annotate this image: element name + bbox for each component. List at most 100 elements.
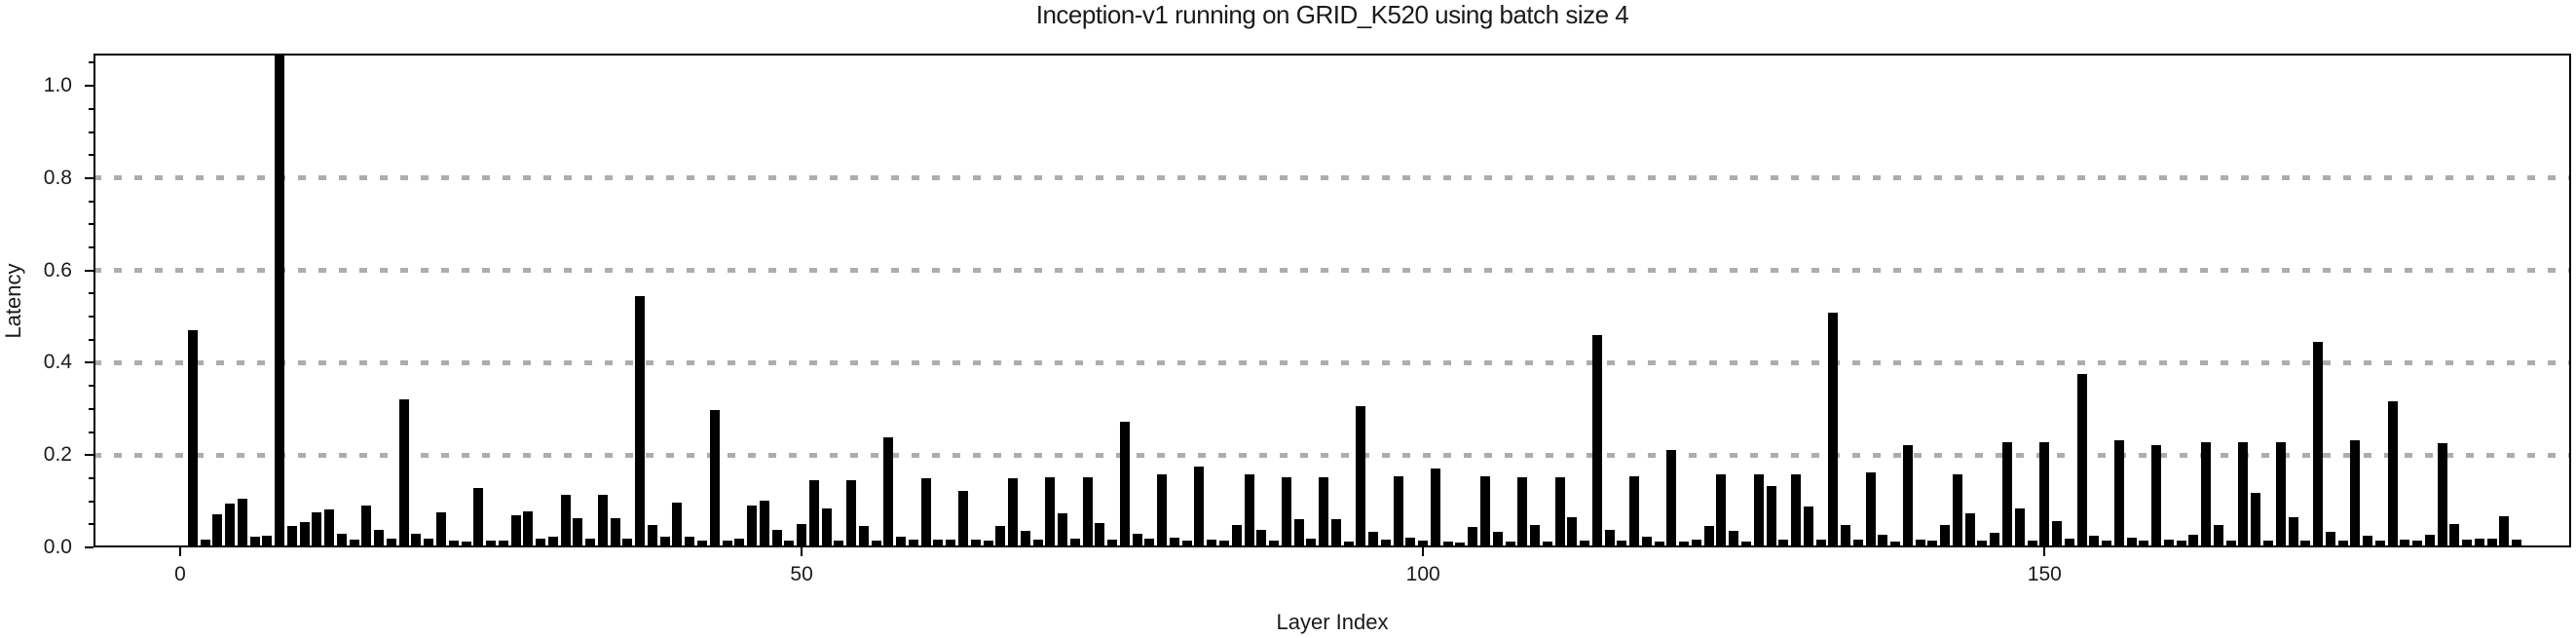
- bar-layer-81: [1181, 540, 1192, 547]
- bar-layer-104: [1468, 526, 1478, 547]
- x-tick-label-100: 100: [1405, 563, 1440, 585]
- bar-layer-108: [1517, 477, 1528, 547]
- x-tick-0: [179, 547, 181, 556]
- bar-layer-172: [2313, 342, 2324, 547]
- bar-layer-158: [2139, 541, 2149, 547]
- bar-layer-157: [2126, 538, 2137, 547]
- x-axis-title: Layer Index: [1276, 610, 1389, 634]
- gridline-y-0.8: [93, 175, 2571, 181]
- bar-layer-93: [1330, 518, 1341, 547]
- bar-layer-178: [2387, 401, 2398, 547]
- bar-layer-33: [585, 538, 596, 547]
- bar-layer-116: [1617, 541, 1627, 547]
- bar-layer-118: [1641, 536, 1652, 547]
- bar-layer-188: [2512, 540, 2522, 547]
- y-minor-tick: [89, 338, 93, 341]
- x-tick-label-150: 150: [2027, 563, 2062, 585]
- bar-layer-180: [2412, 541, 2423, 547]
- bar-layer-35: [610, 517, 620, 547]
- bar-layer-14: [349, 540, 359, 547]
- y-tick-0.6: [85, 269, 93, 272]
- bar-layer-141: [1927, 541, 1938, 547]
- x-tick-label-50: 50: [790, 563, 813, 585]
- bar-layer-68: [1020, 531, 1030, 547]
- bar-layer-94: [1343, 542, 1354, 547]
- bar-layer-127: [1753, 474, 1764, 547]
- bar-layer-71: [1058, 512, 1068, 547]
- bar-layer-106: [1492, 532, 1503, 547]
- bar-layer-55: [858, 526, 869, 547]
- bar-layer-50: [797, 524, 807, 547]
- y-tick-label-1.0: 1.0: [43, 74, 72, 97]
- bar-layer-184: [2462, 540, 2473, 547]
- bar-layer-144: [1964, 512, 1975, 547]
- bar-layer-3: [212, 513, 223, 547]
- bar-layer-24: [473, 488, 484, 547]
- bar-layer-27: [510, 514, 521, 547]
- bar-layer-32: [573, 517, 583, 547]
- bar-layer-103: [1455, 543, 1466, 547]
- y-tick-label-0.0: 0.0: [43, 536, 72, 558]
- bar-layer-164: [2213, 524, 2223, 547]
- bar-layer-29: [536, 539, 546, 547]
- bar-layer-53: [834, 541, 844, 547]
- bar-layer-87: [1256, 530, 1267, 547]
- y-tick-0.2: [85, 454, 93, 457]
- y-minor-tick: [89, 154, 93, 157]
- bar-layer-26: [498, 541, 508, 547]
- bar-layer-185: [2474, 539, 2484, 547]
- y-tick-1.0: [85, 85, 93, 88]
- bar-layer-4: [225, 504, 236, 547]
- bar-layer-42: [697, 541, 707, 547]
- bar-layer-98: [1393, 475, 1403, 547]
- bar-layer-11: [312, 511, 322, 547]
- bar-layer-133: [1828, 312, 1839, 547]
- x-tick-label-0: 0: [174, 563, 186, 585]
- bar-layer-34: [597, 495, 608, 547]
- bar-layer-43: [709, 409, 720, 547]
- bar-layer-123: [1703, 525, 1714, 547]
- bar-layer-160: [2163, 540, 2174, 547]
- bar-layer-151: [2052, 521, 2063, 547]
- bar-layer-76: [1119, 421, 1130, 547]
- bar-layer-18: [398, 399, 409, 547]
- bar-layer-20: [424, 539, 434, 547]
- bar-layer-51: [808, 480, 819, 547]
- bar-layer-156: [2113, 440, 2124, 547]
- y-tick-label-0.2: 0.2: [43, 443, 72, 467]
- bar-layer-113: [1580, 541, 1590, 547]
- bar-layer-155: [2102, 541, 2112, 547]
- bar-layer-134: [1841, 525, 1851, 547]
- bar-layer-148: [2014, 508, 2025, 547]
- bar-layer-138: [1890, 542, 1901, 547]
- bar-layer-31: [560, 495, 571, 547]
- bar-layer-8: [275, 54, 285, 547]
- bar-layer-9: [286, 525, 297, 547]
- bar-layer-17: [386, 539, 396, 547]
- bar-layer-30: [547, 537, 558, 547]
- bar-layer-175: [2350, 439, 2361, 547]
- bar-layer-110: [1542, 542, 1552, 547]
- bar-layer-179: [2400, 540, 2410, 547]
- y-minor-tick: [89, 61, 93, 64]
- bar-layer-128: [1766, 485, 1776, 547]
- bar-layer-37: [635, 295, 646, 547]
- bar-layer-15: [361, 505, 372, 547]
- bar-layer-135: [1852, 540, 1863, 547]
- bar-layer-171: [2300, 541, 2311, 547]
- bar-layer-129: [1778, 540, 1789, 547]
- bar-layer-54: [846, 480, 857, 547]
- bar-layer-126: [1741, 542, 1751, 547]
- bar-layer-22: [448, 541, 459, 547]
- bar-layer-59: [908, 540, 918, 547]
- y-tick-label-0.4: 0.4: [43, 351, 72, 374]
- bar-layer-143: [1952, 474, 1962, 547]
- x-tick-150: [2043, 547, 2046, 556]
- bar-layer-2: [200, 540, 210, 547]
- bar-layer-95: [1356, 405, 1366, 547]
- bar-layer-21: [436, 512, 446, 547]
- bar-layer-154: [2089, 536, 2100, 547]
- bar-layer-125: [1729, 530, 1739, 547]
- bar-layer-38: [647, 524, 657, 547]
- bar-layer-40: [672, 503, 683, 547]
